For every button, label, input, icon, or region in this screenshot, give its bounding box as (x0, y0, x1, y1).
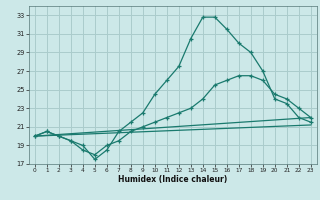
X-axis label: Humidex (Indice chaleur): Humidex (Indice chaleur) (118, 175, 228, 184)
